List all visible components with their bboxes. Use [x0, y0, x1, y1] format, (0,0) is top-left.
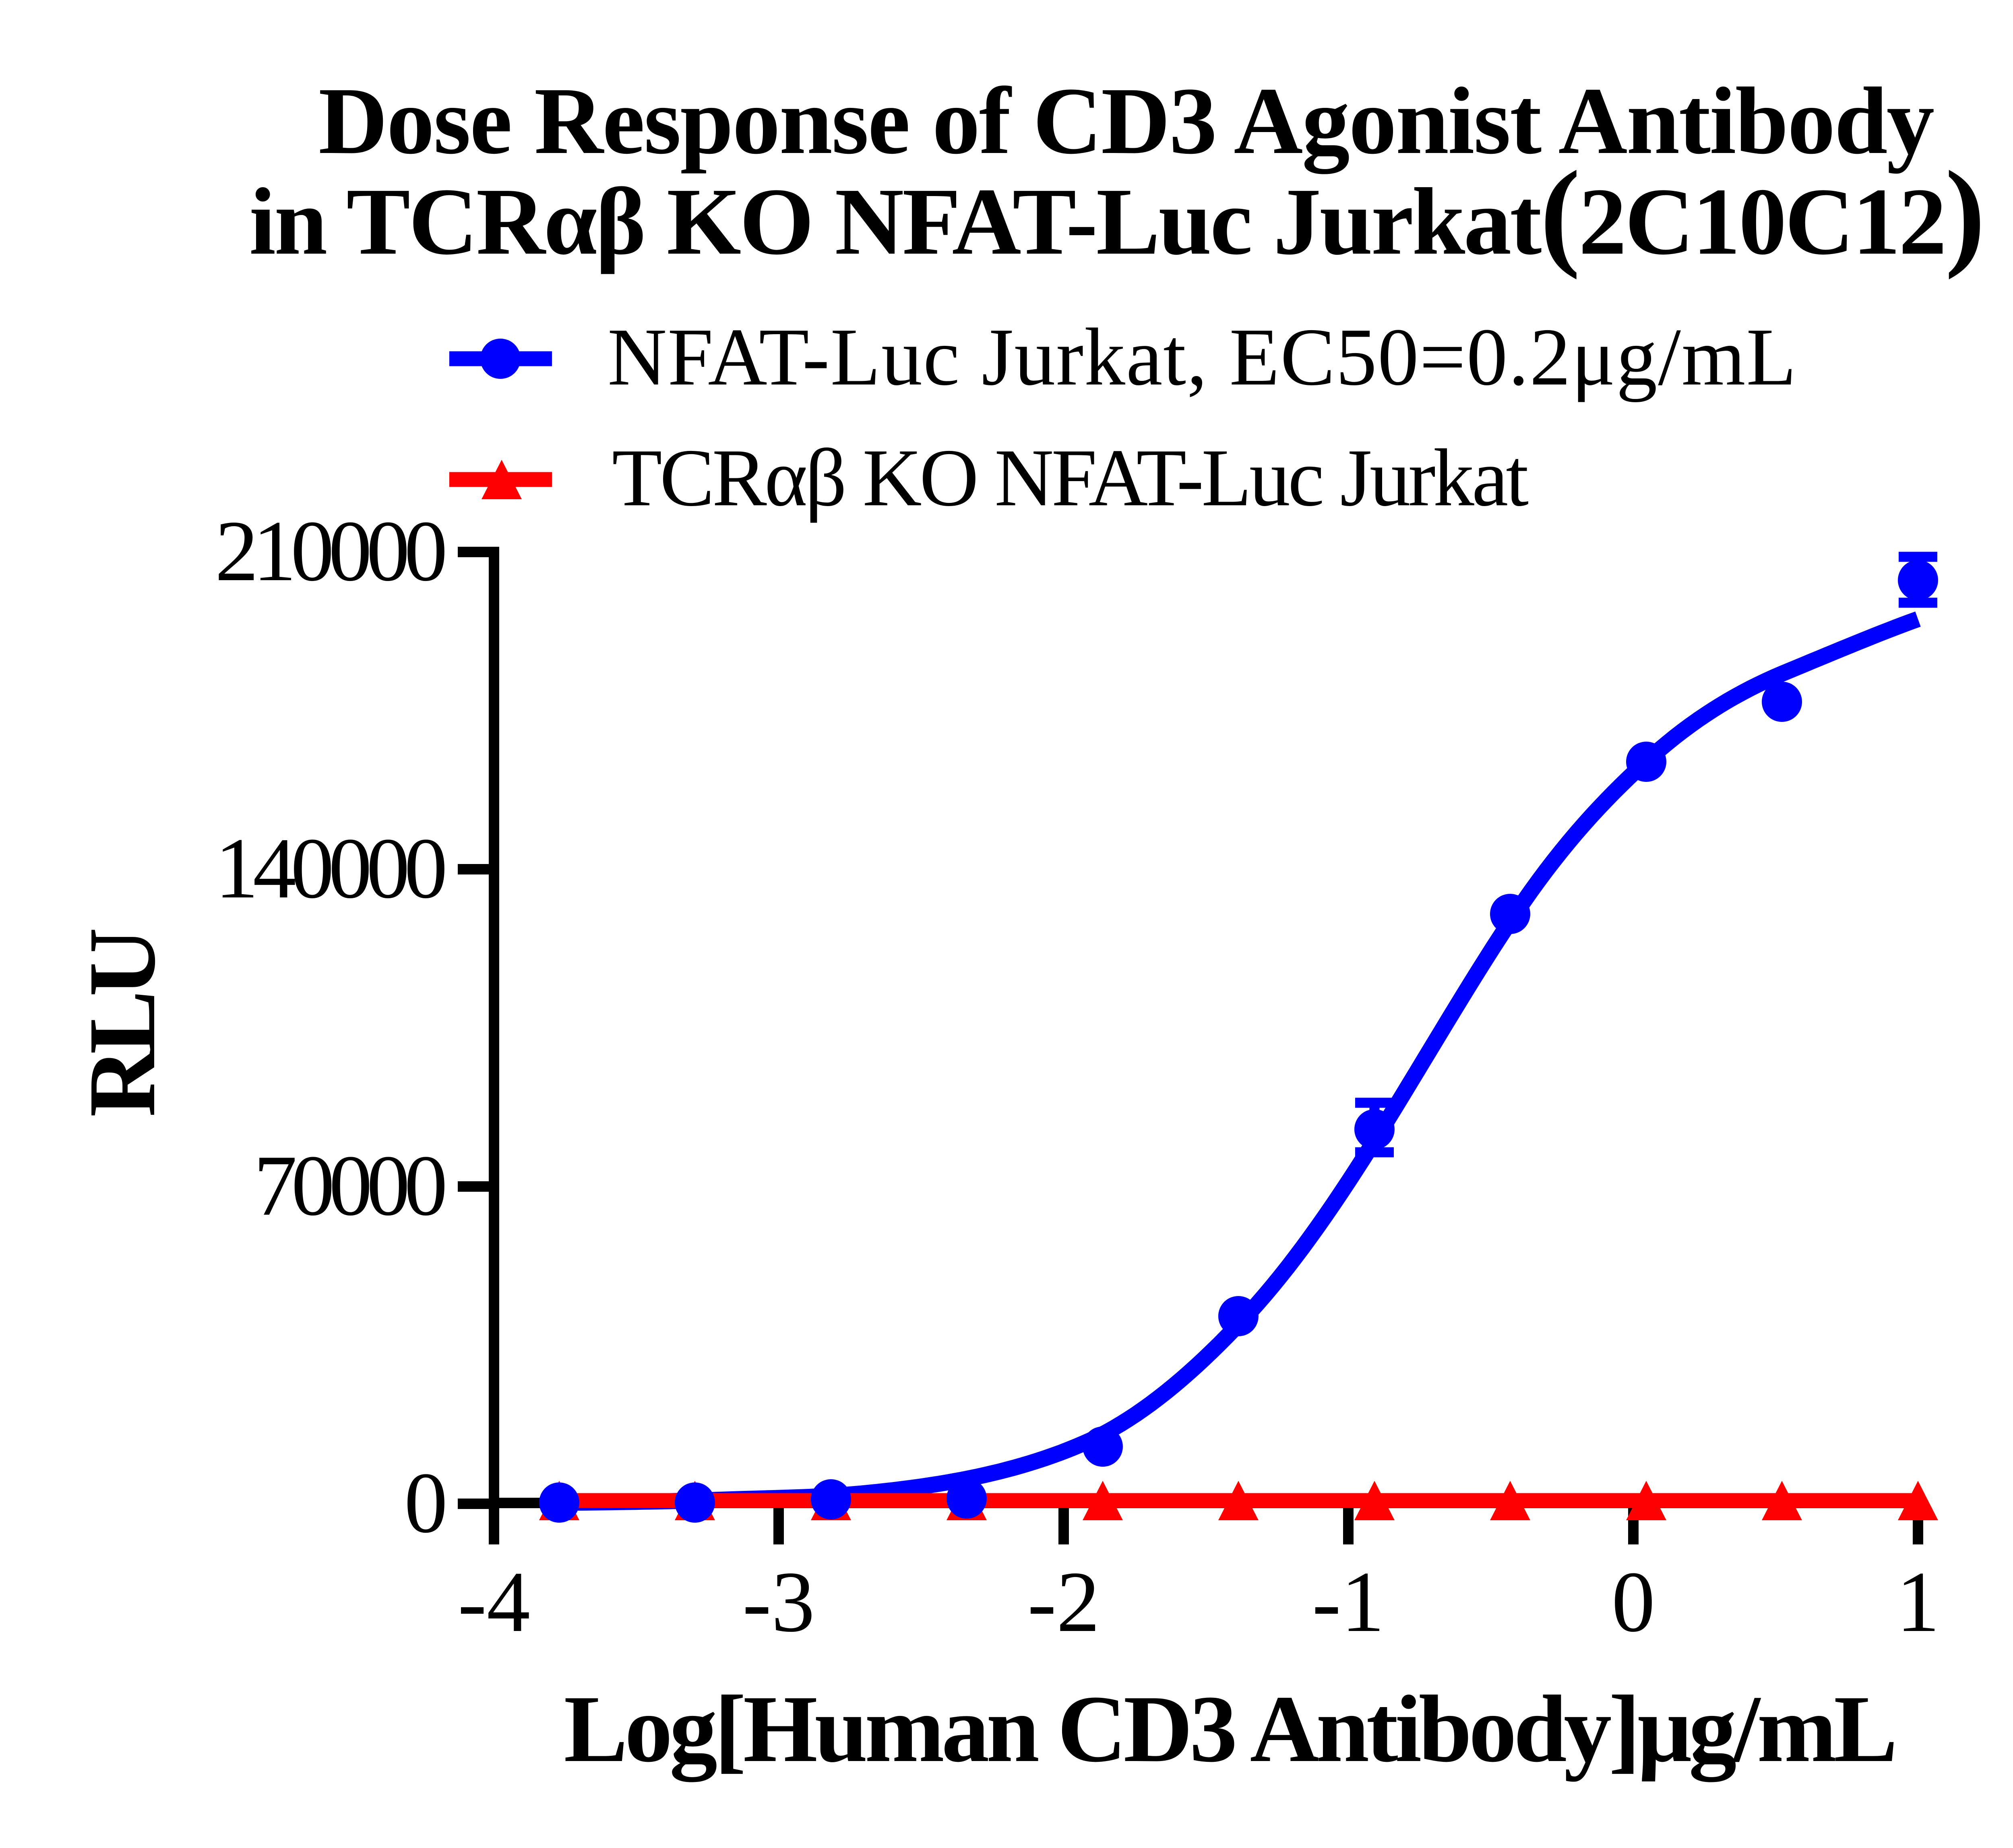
- svg-text:1: 1: [1896, 1554, 1940, 1650]
- svg-text:Log[Human CD3 Antibody]μg/mL: Log[Human CD3 Antibody]μg/mL: [564, 1676, 1898, 1782]
- svg-text:70000: 70000: [254, 1137, 448, 1234]
- svg-text:-1: -1: [1312, 1554, 1385, 1650]
- svg-text:NFAT-Luc Jurkat, EC50=0.2μg/mL: NFAT-Luc Jurkat, EC50=0.2μg/mL: [608, 312, 1796, 403]
- svg-text:in TCRαβ KO NFAT-Luc Jurkat(2C: in TCRαβ KO NFAT-Luc Jurkat(2C10C12): [249, 146, 1985, 280]
- svg-text:Dose Response of CD3 Agonist A: Dose Response of CD3 Agonist Antibody: [318, 68, 1934, 174]
- svg-text:TCRαβ KO NFAT-Luc Jurkat: TCRαβ KO NFAT-Luc Jurkat: [612, 432, 1529, 523]
- svg-text:0: 0: [404, 1455, 448, 1551]
- svg-text:-3: -3: [742, 1554, 815, 1650]
- svg-text:-4: -4: [458, 1554, 530, 1650]
- svg-text:210000: 210000: [215, 503, 448, 599]
- svg-text:-2: -2: [1027, 1554, 1100, 1650]
- svg-text:0: 0: [1612, 1554, 1655, 1650]
- svg-text:RLU: RLU: [69, 928, 175, 1117]
- svg-text:140000: 140000: [215, 820, 448, 916]
